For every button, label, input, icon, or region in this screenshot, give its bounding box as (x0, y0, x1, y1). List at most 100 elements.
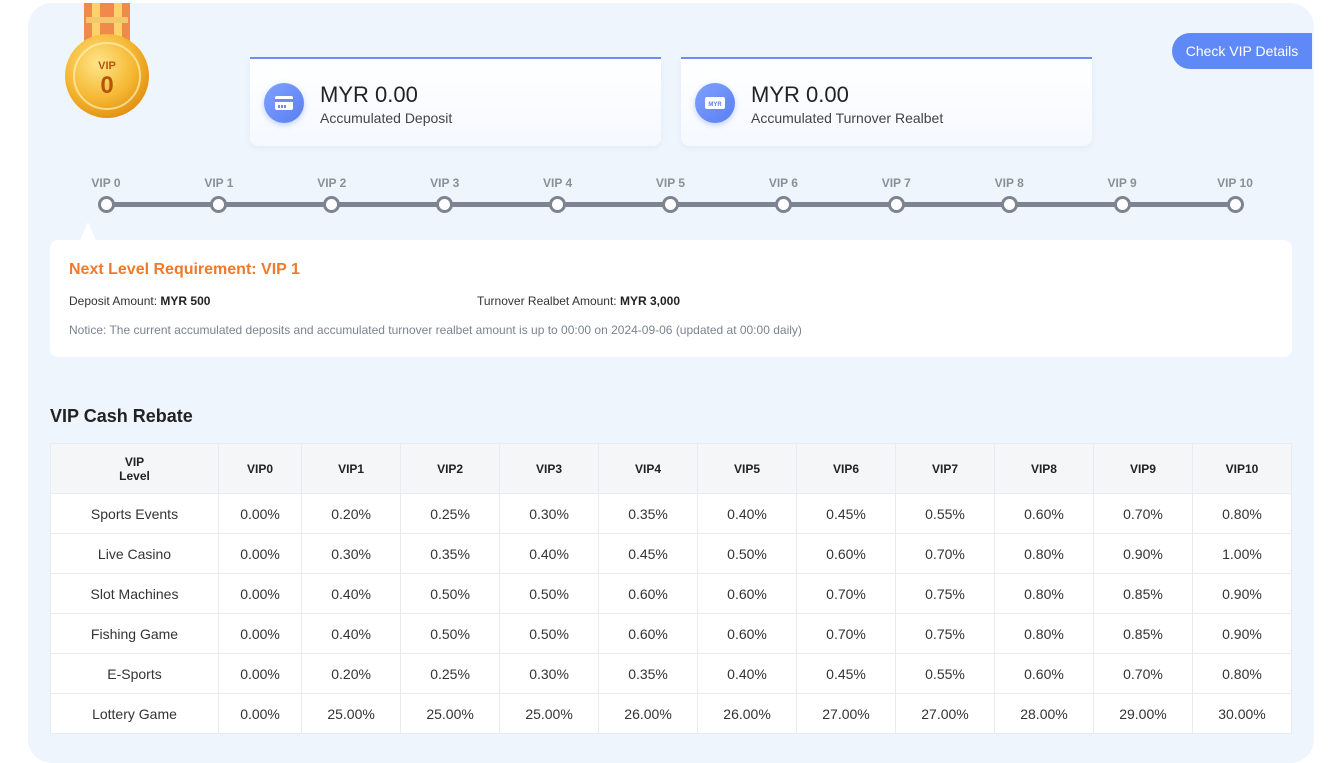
rebate-rate: 0.50% (400, 573, 501, 614)
turnover-amount: MYR 0.00 (751, 82, 849, 107)
rebate-rate: 0.75% (895, 613, 995, 654)
rebate-column-header: VIP5 (697, 443, 798, 494)
rebate-column-header: VIP6 (796, 443, 896, 494)
rebate-rate: 0.70% (1092, 493, 1193, 534)
corner-line1: VIP (124, 454, 145, 469)
game-category: Slot Machines (50, 573, 219, 614)
rebate-rate: 0.60% (598, 573, 699, 614)
rebate-rate: 0.40% (301, 573, 402, 614)
table-row: Lottery Game 0.00% 25.00% 25.00% 25.00% 26.00… (50, 693, 1293, 734)
rebate-rate: 0.90% (1191, 613, 1293, 654)
rebate-rate: 0.90% (1092, 533, 1193, 574)
rebate-rate: 0.40% (301, 613, 402, 654)
vip-level-dot (1226, 196, 1244, 213)
rebate-rate: 1.00% (1191, 533, 1293, 574)
vip-level-dot (436, 196, 454, 213)
rebate-rate: 25.00% (400, 693, 501, 734)
deposit-requirement-value: MYR 500 (160, 294, 211, 308)
rebate-rate: 0.80% (993, 613, 1094, 654)
vip-level-label: VIP 10 (1217, 176, 1253, 190)
requirement-pointer (80, 222, 96, 240)
rebate-rate: 0.30% (499, 493, 600, 534)
vip-level-label: VIP 8 (994, 176, 1024, 190)
vip-level-dot (97, 196, 115, 213)
rebate-rate: 0.60% (697, 613, 798, 654)
rebate-rate: 0.50% (400, 613, 501, 654)
turnover-label: Accumulated Turnover Realbet (751, 110, 944, 126)
rebate-rate: 0.50% (499, 573, 600, 614)
rebate-column-header: VIP0 (217, 443, 303, 494)
rebate-rate: 25.00% (499, 693, 600, 734)
turnover-requirement-value: MYR 3,000 (619, 294, 681, 308)
turnover-requirement-label: Turnover Realbet Amount: (477, 294, 617, 308)
rebate-column-header: VIP7 (895, 443, 995, 494)
rebate-rate: 0.80% (993, 533, 1094, 574)
rebate-rate: 30.00% (1191, 693, 1293, 734)
rebate-rate: 0.85% (1092, 613, 1193, 654)
game-category: Lottery Game (50, 693, 219, 734)
rebate-rate: 27.00% (895, 693, 995, 734)
corner-line2: Level (119, 468, 150, 483)
vip-level-label: VIP 2 (317, 176, 347, 190)
rebate-rate: 0.40% (499, 533, 600, 574)
rebate-rate: 0.70% (1092, 653, 1193, 694)
rebate-rate: 0.80% (993, 573, 1094, 614)
turnover-requirement: Turnover Realbet Amount: MYR 3,000 (477, 294, 680, 308)
rebate-column-header: VIP3 (499, 443, 600, 494)
accumulated-turnover-card: MYR MYR 0.00 Accumulated Turnover Realbe… (681, 57, 1092, 146)
rebate-rate: 0.60% (993, 653, 1094, 694)
rebate-column-header: VIP8 (993, 443, 1094, 494)
rebate-section-title: VIP Cash Rebate (50, 406, 193, 426)
rebate-rate: 0.35% (598, 653, 699, 694)
rebate-rate: 0.70% (895, 533, 995, 574)
vip-level-label: VIP 3 (430, 176, 460, 190)
rebate-rate: 0.90% (1191, 573, 1293, 614)
vip-level-dot (1000, 196, 1018, 213)
table-row: Fishing Game 0.00% 0.40% 0.50% 0.50% 0.60% 0.6… (50, 613, 1293, 654)
rebate-rate: 0.00% (217, 653, 303, 694)
deposit-requirement-label: Deposit Amount: (69, 294, 158, 308)
rebate-header-row: VIP Level VIP0 VIP1 VIP2 VIP3 VIP4 VIP5 VIP6 VI… (50, 443, 1293, 494)
rebate-rate: 26.00% (598, 693, 699, 734)
vip-level-dot (887, 196, 905, 213)
rebate-rate: 0.00% (217, 573, 303, 614)
vip-level-dot (662, 196, 679, 213)
rebate-rate: 27.00% (796, 693, 896, 734)
corner-header: VIP Level (50, 443, 219, 494)
rebate-rate: 0.25% (400, 493, 501, 534)
rebate-rate: 0.45% (796, 653, 896, 694)
rebate-rate: 0.30% (301, 533, 402, 574)
rebate-rate: 0.60% (697, 573, 798, 614)
rebate-rate: 0.00% (217, 693, 303, 734)
accumulated-deposit-card: MYR 0.00 Accumulated Deposit (250, 57, 661, 146)
rebate-rate: 0.00% (217, 533, 303, 574)
vip-level-label: VIP 7 (881, 176, 911, 190)
vip-level-label: VIP 4 (543, 176, 573, 190)
rebate-rate: 0.80% (1191, 493, 1293, 534)
vip-level-dot (549, 196, 567, 213)
rebate-rate: 0.00% (217, 493, 303, 534)
banknote-icon: MYR (695, 83, 735, 123)
rebate-rate: 0.40% (697, 653, 798, 694)
rebate-rate: 28.00% (993, 693, 1094, 734)
table-row: Sports Events 0.00% 0.20% 0.25% 0.30% 0.35% 0.… (50, 493, 1293, 534)
rebate-rate: 0.75% (895, 573, 995, 614)
card-icon (264, 83, 304, 123)
rebate-rate: 0.80% (1191, 653, 1293, 694)
rebate-rate: 0.70% (796, 573, 896, 614)
rebate-rate: 0.55% (895, 493, 995, 534)
game-category: Fishing Game (50, 613, 219, 654)
rebate-rate: 0.50% (697, 533, 798, 574)
medal-level: 0 (100, 72, 113, 99)
banknote-text: MYR (708, 102, 722, 108)
game-category: E-Sports (50, 653, 219, 694)
rebate-rate: 0.30% (499, 653, 600, 694)
vip-level-dot (323, 196, 341, 213)
check-vip-details-button[interactable]: Check VIP Details (1172, 33, 1312, 69)
rebate-rate: 25.00% (301, 693, 402, 734)
rebate-rate: 0.70% (796, 613, 896, 654)
medal-text: VIP (98, 60, 116, 72)
rebate-rate: 0.60% (993, 493, 1094, 534)
rebate-rate: 0.40% (697, 493, 798, 534)
table-row: Slot Machines 0.00% 0.40% 0.50% 0.50% 0.60% 0.… (50, 573, 1293, 614)
